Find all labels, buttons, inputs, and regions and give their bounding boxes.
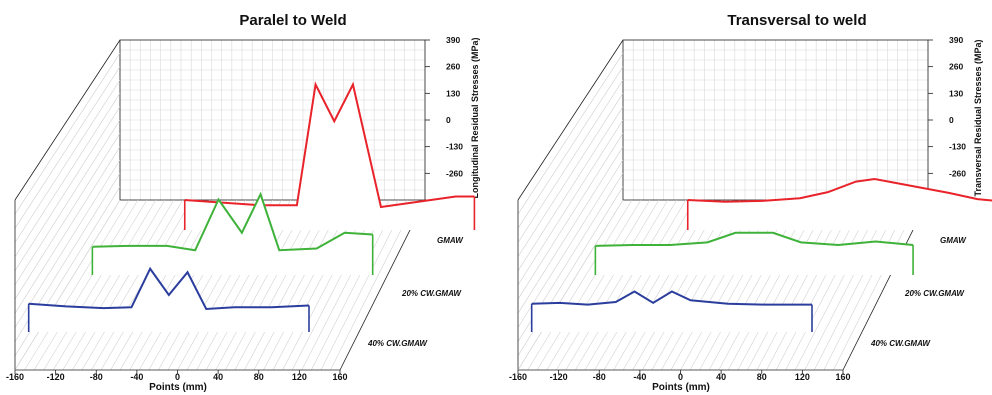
chart-panel-2: Transversal to weld3902601300-130-260-39… <box>509 12 992 393</box>
back-wall-grid <box>622 39 929 201</box>
x-tick-label: 160 <box>835 372 850 382</box>
z-tick-label: -130 <box>949 142 966 152</box>
x-tick-label: -80 <box>593 372 606 382</box>
x-tick-label: -120 <box>550 372 568 382</box>
series-label: GMAW <box>437 236 464 245</box>
chart-panel-1: Paralel to Weld3902601300-130-260-390Lon… <box>6 12 480 393</box>
series-line-2 <box>28 266 310 311</box>
x-tick-label: 80 <box>254 372 264 382</box>
x-axis-label: Points (mm) <box>149 382 207 393</box>
x-tick-label: -160 <box>509 372 527 382</box>
series-label: GMAW <box>940 236 967 245</box>
z-axis-label: Longitudinal Residual Stresses (MPa) <box>470 37 480 198</box>
z-tick-label: 390 <box>446 35 460 45</box>
series-line-2 <box>531 290 812 306</box>
x-tick-label: 0 <box>175 372 180 382</box>
z-tick-label: -260 <box>446 168 463 178</box>
z-tick-label: -260 <box>949 168 966 178</box>
z-tick-label: 260 <box>949 62 963 72</box>
x-tick-label: -80 <box>90 372 103 382</box>
x-tick-label: 0 <box>678 372 683 382</box>
series-occlusion <box>92 194 373 275</box>
series-label: 40% CW.GMAW <box>367 339 428 348</box>
x-tick-label: -160 <box>6 372 24 382</box>
z-axis-label: Transversal Residual Stresses (MPa) <box>973 39 983 196</box>
x-tick-label: 120 <box>795 372 810 382</box>
series-occlusion <box>595 232 914 275</box>
side-edge-top <box>517 39 624 201</box>
x-tick-label: 120 <box>292 372 307 382</box>
x-tick-label: 160 <box>332 372 347 382</box>
z-tick-label: 260 <box>446 62 460 72</box>
series-line-1 <box>595 231 914 247</box>
side-edge-top <box>14 39 121 201</box>
series-line-0 <box>687 177 992 203</box>
series-occlusion <box>184 84 475 230</box>
z-tick-label: 390 <box>949 35 963 45</box>
series-line-0 <box>184 81 475 209</box>
series-label: 40% CW.GMAW <box>870 339 931 348</box>
side-wall-grid <box>517 39 624 371</box>
z-tick-label: 0 <box>949 115 954 125</box>
chart-title: Transversal to weld <box>727 12 866 29</box>
z-tick-label: -130 <box>446 142 463 152</box>
x-axis-label: Points (mm) <box>652 382 710 393</box>
x-tick-label: -40 <box>633 372 646 382</box>
chart-title: Paralel to Weld <box>239 12 346 29</box>
series-occlusion <box>28 268 309 332</box>
z-tick-label: 130 <box>949 88 963 98</box>
series-line-1 <box>92 191 373 252</box>
series-label: 20% CW.GMAW <box>401 289 462 298</box>
x-tick-label: 80 <box>757 372 767 382</box>
x-tick-label: -120 <box>47 372 65 382</box>
x-tick-label: 40 <box>213 372 223 382</box>
z-tick-label: 0 <box>446 115 451 125</box>
series-label: 20% CW.GMAW <box>904 289 965 298</box>
series-occlusion <box>531 291 812 332</box>
x-tick-label: 40 <box>716 372 726 382</box>
series-occlusion <box>687 179 992 230</box>
back-wall-grid <box>119 39 426 201</box>
x-tick-label: -40 <box>130 372 143 382</box>
z-tick-label: 130 <box>446 88 460 98</box>
